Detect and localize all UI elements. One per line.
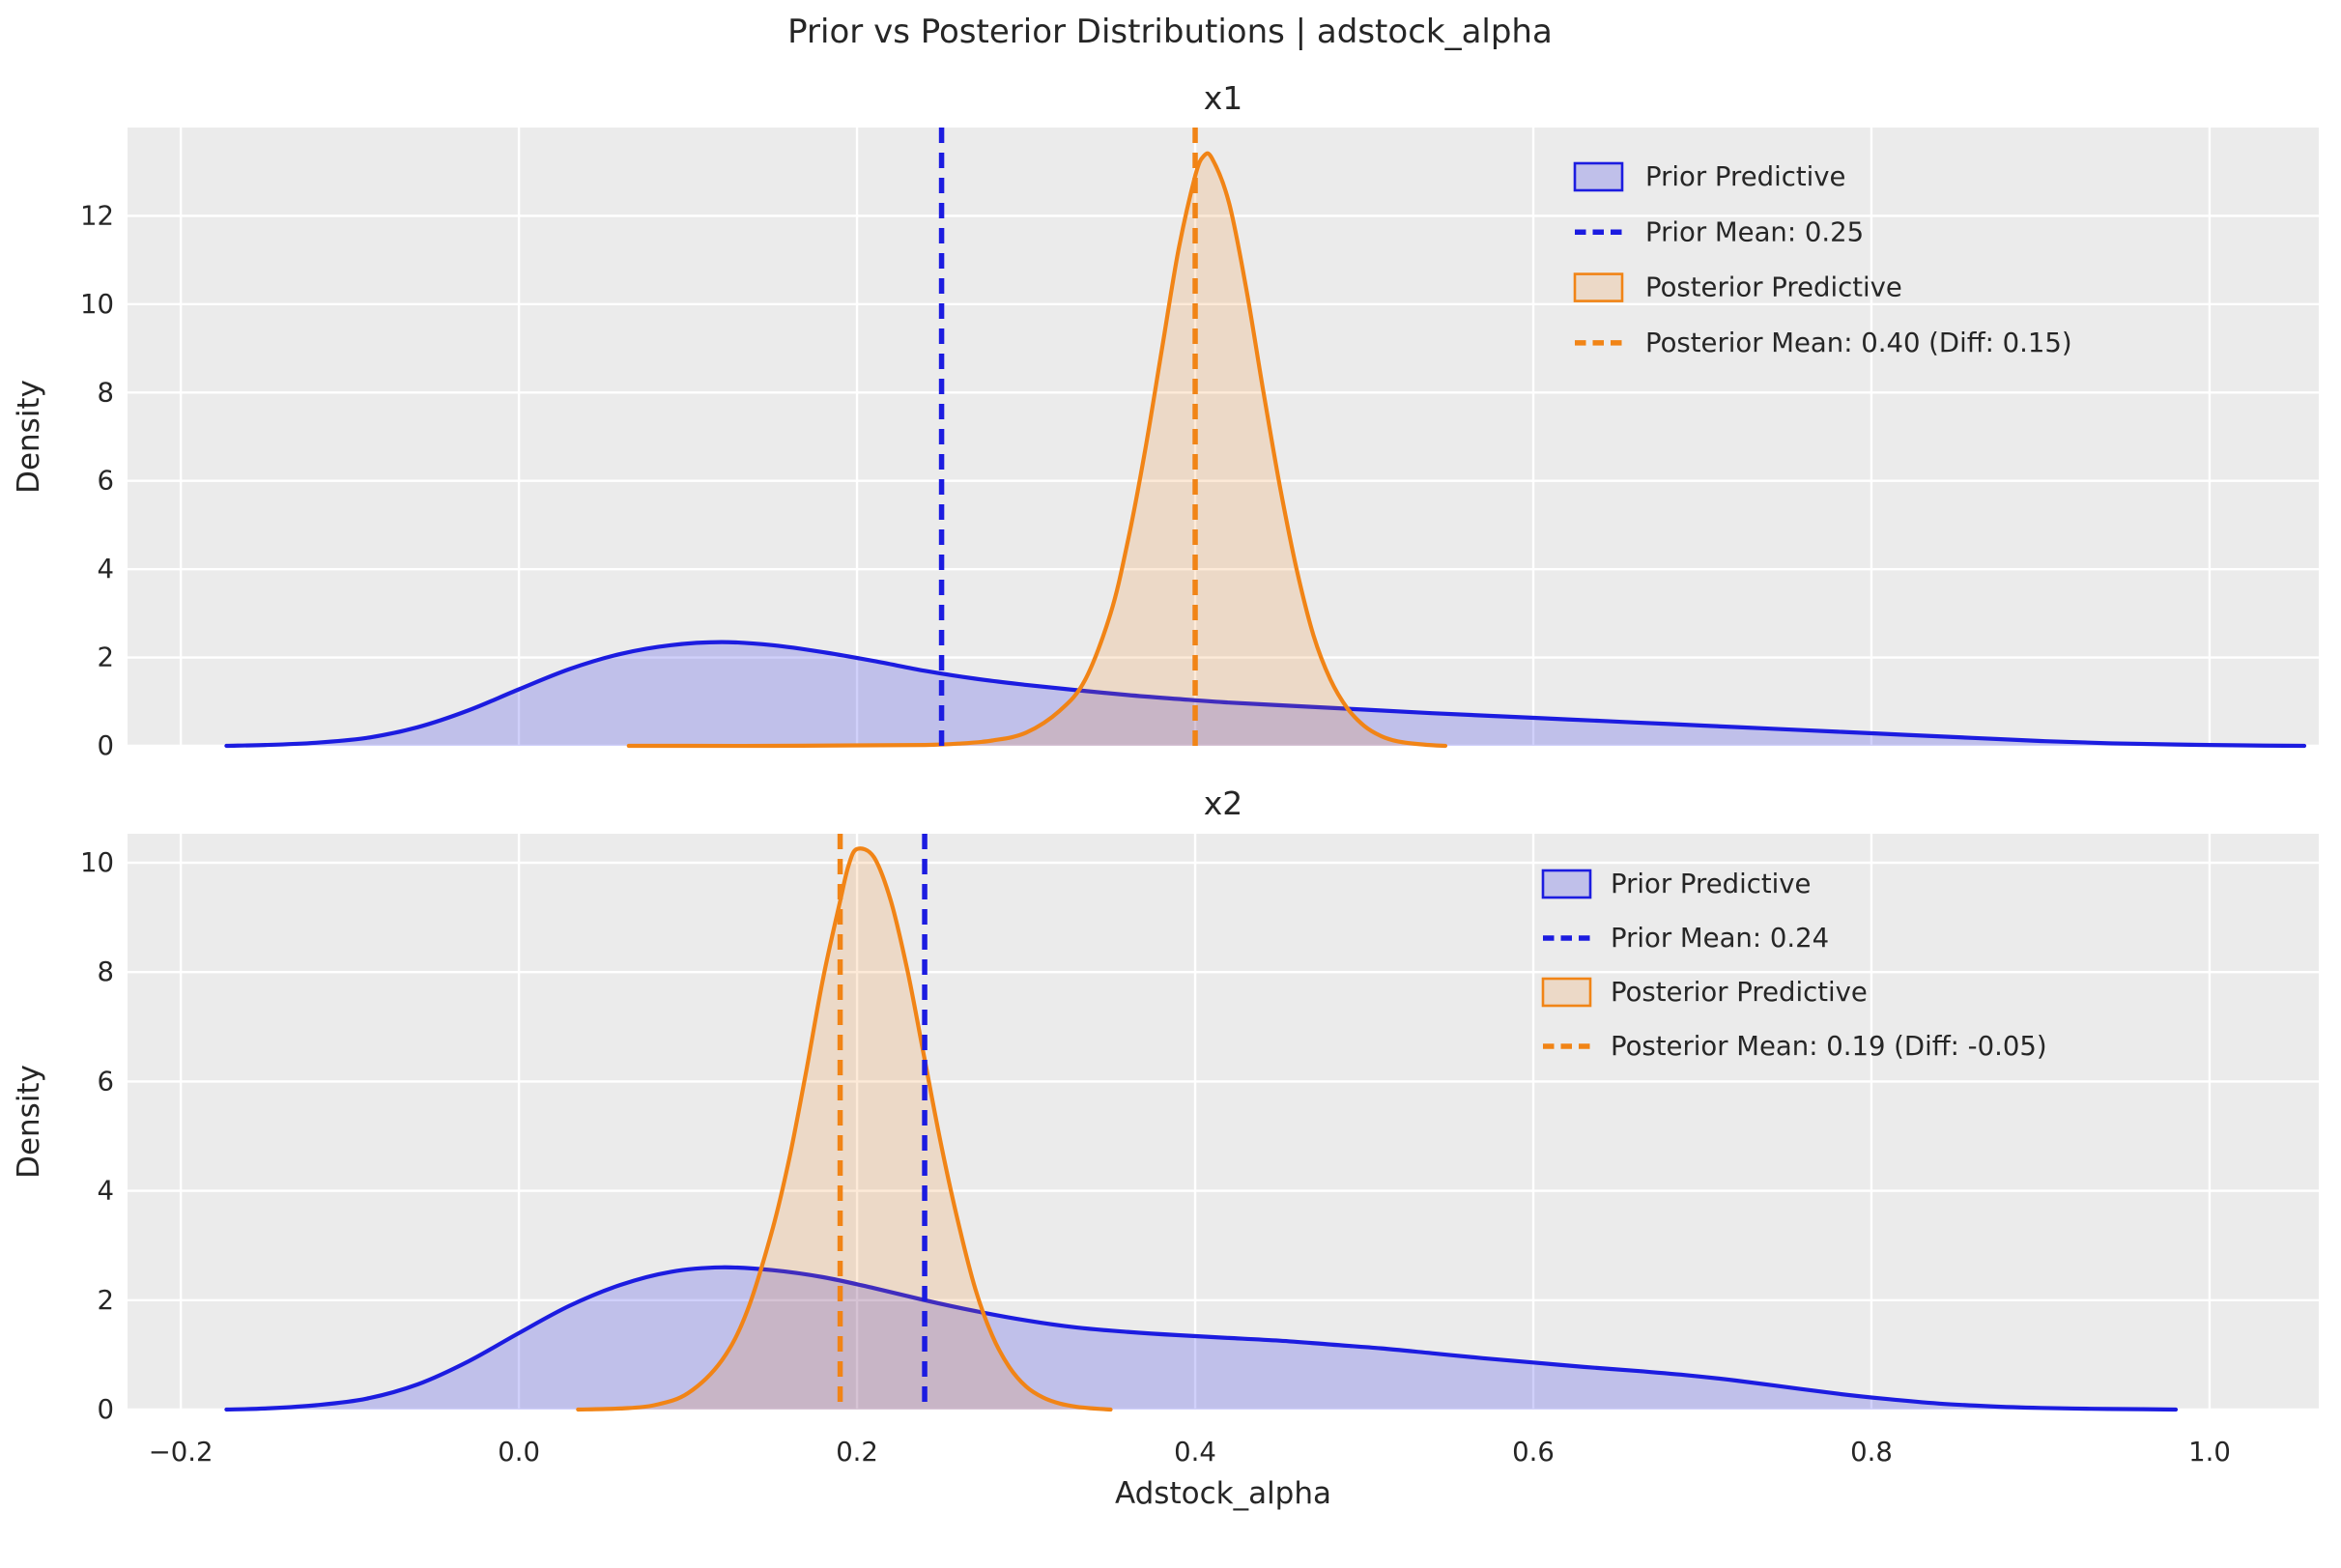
subplot-x2-title: x2: [1204, 784, 1243, 822]
legend-label: Posterior Mean: 0.40 (Diff: 0.15): [1645, 328, 2072, 358]
y-tick-label: 12: [80, 200, 114, 231]
legend-label: Prior Mean: 0.24: [1611, 923, 1829, 954]
legend-entry: Prior Predictive: [1573, 161, 1845, 192]
kde-area-prior-predictive: [226, 641, 2305, 746]
figure-title: Prior vs Posterior Distributions | adsto…: [787, 13, 1553, 51]
legend-label: Posterior Predictive: [1645, 272, 1902, 303]
y-tick-label: 6: [98, 466, 115, 497]
legend-entry: Prior Mean: 0.24: [1543, 923, 1829, 954]
y-tick-label: 6: [98, 1066, 115, 1097]
legend-patch-prior: [1573, 161, 1624, 192]
legend-label: Prior Predictive: [1645, 161, 1845, 192]
legend-label: Posterior Predictive: [1611, 977, 1868, 1008]
axes-background: [128, 834, 2319, 1410]
subplot-x2-plot-area: 0 2 4 6 8 10 −0.2 0.0 0.2 0.4 0.6 0.8 1.0 Prior Predi…: [80, 834, 2319, 1468]
legend-entry: Posterior Predictive: [1541, 977, 1868, 1008]
legend-entry: Prior Predictive: [1541, 869, 1811, 899]
kde-line-prior-predictive: [224, 640, 2307, 749]
x-tick-label: 0.4: [1174, 1437, 1216, 1468]
subplot-x1-plot-area: 0 2 4 6 8 10 12 Prior Predictive Prior Mean: 0.2…: [80, 128, 2319, 761]
y-tick-label: 2: [98, 642, 115, 673]
y-tick-label: 2: [98, 1285, 115, 1316]
legend-patch-posterior: [1573, 272, 1624, 302]
legend-patch-posterior: [1541, 977, 1592, 1008]
subplot-x2-ylabel: Density: [12, 1065, 46, 1179]
y-tick-label: 0: [98, 730, 115, 761]
x-tick-label: 0.0: [498, 1437, 540, 1468]
x-tick-label: 0.2: [836, 1437, 878, 1468]
legend-patch-prior: [1541, 869, 1592, 899]
y-tick-label: 10: [80, 289, 114, 320]
subplot-x1-ylabel: Density: [12, 380, 46, 494]
legend-label: Posterior Mean: 0.19 (Diff: -0.05): [1611, 1031, 2047, 1062]
x-tick-label: 1.0: [2188, 1437, 2231, 1468]
x-tick-label: 0.8: [1850, 1437, 1893, 1468]
y-tick-label: 4: [98, 554, 115, 584]
kde-line-posterior-predictive: [576, 846, 1113, 1412]
legend-entry: Prior Mean: 0.25: [1575, 216, 1864, 247]
x-tick-label: −0.2: [149, 1437, 214, 1468]
kde-area-posterior-predictive: [578, 848, 1111, 1410]
subplot-x1-title: x1: [1204, 79, 1243, 117]
x-tick-label: 0.6: [1512, 1437, 1555, 1468]
y-tick-label: 10: [80, 847, 114, 878]
legend-label: Prior Mean: 0.25: [1645, 216, 1864, 247]
y-tick-label: 8: [98, 377, 115, 408]
y-tick-label: 0: [98, 1394, 115, 1425]
y-tick-label: 4: [98, 1176, 115, 1207]
legend-label: Prior Predictive: [1611, 869, 1811, 899]
y-tick-label: 8: [98, 956, 115, 987]
legend-entry: Posterior Predictive: [1573, 272, 1902, 303]
legend-entry: Posterior Mean: 0.19 (Diff: -0.05): [1543, 1031, 2047, 1062]
kde-area-posterior-predictive: [628, 153, 1445, 747]
kde-line-prior-predictive: [224, 1265, 2179, 1412]
x-axis-label: Adstock_alpha: [1115, 1476, 1331, 1511]
axes-background: [128, 128, 2319, 746]
legend-entry: Posterior Mean: 0.40 (Diff: 0.15): [1575, 328, 2072, 358]
